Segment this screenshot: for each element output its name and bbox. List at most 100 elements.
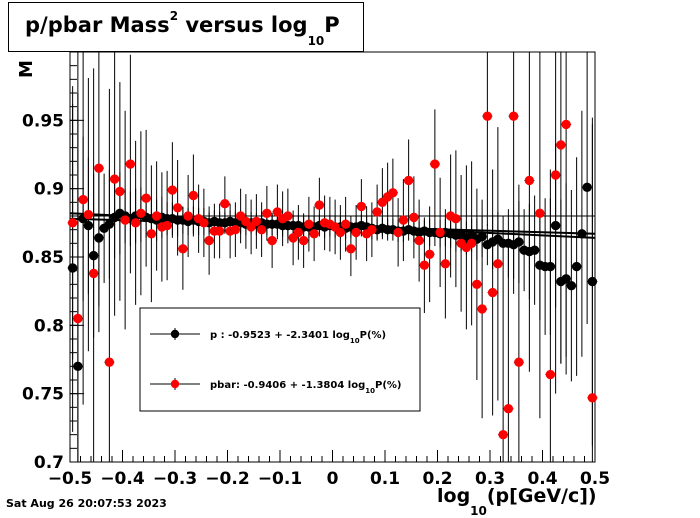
x-tick-label: −0.4 [100, 469, 145, 489]
pbar-point [83, 77, 94, 352]
x-tick-label: −0.3 [153, 469, 197, 489]
pbar-marker [545, 369, 556, 380]
pbar-marker [178, 244, 188, 254]
pbar-marker [136, 208, 146, 218]
pbar-marker [487, 287, 498, 298]
p-marker [577, 229, 587, 239]
timestamp: Sat Aug 26 20:07:53 2023 [6, 497, 167, 510]
pbar-point [261, 185, 272, 241]
pbar-marker [414, 235, 424, 246]
pbar-point [471, 188, 482, 380]
pbar-point [403, 139, 414, 222]
pbar-point [366, 202, 377, 257]
pbar-point [141, 129, 152, 267]
pbar-marker [262, 208, 272, 218]
pbar-point [545, 169, 556, 462]
pbar-marker [67, 218, 78, 228]
pbar-point [466, 161, 477, 326]
pbar-point [120, 110, 131, 330]
y-tick-label: 0.95 [22, 111, 64, 131]
data-points [67, 52, 598, 462]
pbar-point [534, 52, 545, 419]
p-point [576, 110, 587, 357]
pbar-marker [508, 111, 519, 121]
pbar-point [561, 52, 572, 357]
pbar-point [503, 244, 514, 462]
x-tick-label: −0.5 [48, 469, 92, 489]
pbar-point [303, 196, 314, 252]
pbar-point [125, 54, 136, 274]
pbar-point [450, 150, 461, 288]
pbar-point [487, 169, 498, 416]
pbar-marker [125, 159, 136, 169]
pbar-marker [272, 207, 283, 217]
x-tick-label: −0.1 [258, 469, 302, 489]
pbar-marker [409, 212, 419, 223]
pbar-marker [346, 244, 356, 254]
p-marker [582, 182, 592, 193]
pbar-marker [472, 279, 482, 290]
axes: −0.5 −0.4 −0.3 −0.2 −0.1 0 0.1 0.2 0.3 0.4 0.5 0.7 0… [22, 51, 610, 489]
pbar-marker [94, 163, 104, 173]
pbar-point [335, 205, 346, 260]
p-marker [571, 261, 582, 272]
y-tick-label: 0.75 [22, 385, 64, 405]
pbar-point [214, 203, 225, 259]
pbar-point [440, 209, 451, 319]
pbar-marker [256, 224, 267, 235]
pbar-marker [130, 218, 141, 228]
pbar-marker [115, 186, 125, 197]
pbar-marker [477, 304, 487, 314]
y-tick-label: 0.9 [34, 180, 64, 200]
pbar-marker [498, 429, 508, 440]
pbar-marker [162, 220, 172, 231]
pbar-marker [535, 208, 545, 218]
pbar-marker [561, 119, 571, 130]
p-marker [566, 281, 577, 291]
pbar-point [230, 202, 241, 257]
pbar-marker [298, 235, 309, 246]
pbar-point [167, 142, 178, 238]
pbar-point [387, 158, 398, 227]
pbar-marker [230, 224, 241, 235]
pbar-point [414, 199, 425, 282]
pbar-marker [388, 188, 398, 198]
pbar-marker [403, 175, 414, 186]
y-tick-label: 0.8 [34, 316, 64, 336]
pbar-marker [451, 214, 461, 224]
pbar-marker [351, 227, 361, 238]
pbar-marker [214, 226, 225, 236]
pbar-marker [398, 215, 409, 225]
pbar-marker [524, 175, 535, 186]
pbar-marker [435, 227, 445, 238]
pbar-point [135, 131, 146, 296]
pbar-marker [493, 259, 503, 269]
pbar-marker [104, 357, 115, 367]
y-axis-label: M [16, 60, 37, 78]
pbar-point [78, 52, 89, 405]
pbar-point [88, 68, 99, 462]
pbar-marker [188, 190, 199, 201]
x-tick-label: −0.2 [205, 469, 249, 489]
pbar-point [198, 188, 209, 257]
pbar-marker [88, 268, 99, 279]
pbar-point [555, 52, 566, 364]
pbar-point [550, 52, 561, 394]
pbar-marker [283, 211, 293, 221]
pbar-point [67, 86, 78, 360]
pbar-marker [466, 238, 477, 249]
pbar-point [104, 88, 115, 462]
legend-box [139, 307, 421, 412]
pbar-point [398, 179, 409, 262]
pbar-marker [293, 227, 304, 238]
pbar-marker [356, 201, 367, 212]
pbar-point [162, 170, 173, 281]
p-point [529, 195, 540, 305]
p-point [566, 190, 577, 382]
pbar-point [109, 52, 120, 316]
legend: p : -0.9523 + -2.3401 log10P(%) pbar: -0.… [139, 307, 421, 412]
p-marker [529, 245, 540, 255]
pbar-marker [220, 199, 230, 209]
pbar-point [309, 206, 320, 262]
pbar-point [146, 165, 157, 303]
